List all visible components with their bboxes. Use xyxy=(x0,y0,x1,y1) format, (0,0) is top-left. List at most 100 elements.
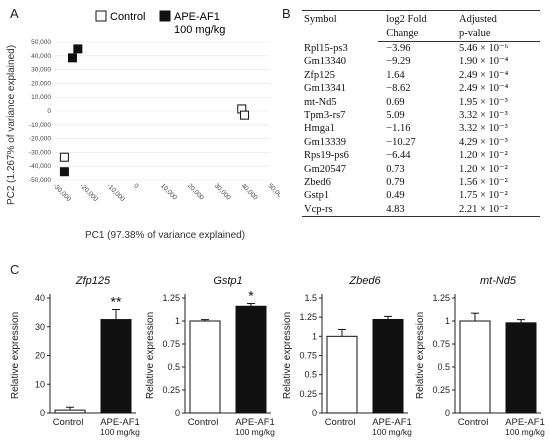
table-header-fold-1: log2 Fold xyxy=(378,10,458,27)
pca-scatter-plot: Control APE-AF1 100 mg/kg 50,000 40,000 30… xyxy=(6,10,280,241)
bar-chart-y-label: Relative expression xyxy=(145,312,156,399)
bar-chart-mt-nd5: mt-Nd5 Relative expression 0 0.25 0.5 0.75 1 1.… xyxy=(415,275,545,437)
table-cell-symbol: Rps19-ps6 xyxy=(304,150,349,162)
pca-point-ape xyxy=(73,44,83,54)
pca-legend: Control APE-AF1 100 mg/kg xyxy=(95,10,225,36)
pca-point-control xyxy=(239,110,249,120)
table-cell-fold: 0.73 xyxy=(386,163,405,175)
bar-chart-title: Zbed6 xyxy=(348,275,381,287)
pca-y-tick-label: -20,000 xyxy=(29,136,51,143)
bar-chart-y-tick-label: 1.25 xyxy=(299,312,317,322)
table-cell-fold: −1.16 xyxy=(386,123,411,135)
pca-point-control xyxy=(59,152,69,162)
bar-chart-y-tick-label: 0.5 xyxy=(437,362,450,372)
pca-x-tick-label: -30,000 xyxy=(52,182,73,203)
bar-category-label: Control xyxy=(188,417,219,428)
table-cell-symbol: Gm13339 xyxy=(304,136,346,148)
table-header-p-2: p-value xyxy=(457,27,540,42)
pca-x-tick-label: -20,000 xyxy=(78,182,99,203)
bar-control xyxy=(459,320,491,414)
table-cell-p-value: 3.32 × 10⁻³ xyxy=(459,110,508,122)
bar-chart-y-tick-label: 1 xyxy=(175,316,180,326)
bar-chart-y-tick-label: 30 xyxy=(35,322,45,332)
bar-category-label: Control xyxy=(458,417,489,428)
bar-category-label: 100 mg/kg xyxy=(505,427,545,437)
bar-control xyxy=(189,320,221,414)
table-cell-fold: 0.49 xyxy=(386,190,405,202)
bar-chart-y-tick-label: 10 xyxy=(35,379,45,389)
bar-chart-y-tick-label: 0 xyxy=(175,408,180,418)
table-row: Gm20547 0.73 1.20 × 10⁻² xyxy=(302,163,540,176)
table-cell-p-value: 4.29 × 10⁻³ xyxy=(459,136,508,148)
bar-chart-title: Gstp1 xyxy=(213,275,242,287)
pca-y-tick-label: -40,000 xyxy=(29,163,51,170)
table-cell-fold: −10.27 xyxy=(386,136,416,148)
table-cell-fold: 5.09 xyxy=(386,110,405,122)
bar-category-label: APE-AF1 xyxy=(505,417,545,428)
pca-point-ape xyxy=(67,53,77,63)
pca-x-axis-label: PC1 (97.38% of variance explained) xyxy=(85,230,245,241)
table-header-fold-2: Change xyxy=(378,27,458,42)
pca-x-tick-label: 50,000 xyxy=(267,182,280,201)
table-row: Zfp125 1.64 2.49 × 10⁻⁴ xyxy=(302,69,540,82)
bar-ape xyxy=(235,305,267,414)
bar-chart-y-tick-label: 1.5 xyxy=(304,293,317,303)
table-cell-fold: −9.29 xyxy=(386,56,411,68)
table-row: Rpl15-ps3 −3.96 5.46 × 10⁻⁶ xyxy=(302,42,540,56)
table-header-symbol: Symbol xyxy=(302,10,379,42)
bar-chart-title: Zfp125 xyxy=(75,275,111,287)
significance-marker: * xyxy=(248,288,254,304)
table-cell-p-value: 1.56 × 10⁻² xyxy=(459,177,508,189)
bar-category-label: Control xyxy=(53,417,84,428)
bar-chart-zbed6: Zbed6 Relative expression 0 0.25 0.5 0.75 1 1.2… xyxy=(282,275,412,437)
bar-chart-y-tick-label: 0.5 xyxy=(304,370,317,380)
table-cell-p-value: 2.21 × 10⁻² xyxy=(457,202,540,218)
table-row: Vcp-rs 4.83 2.21 × 10⁻² xyxy=(302,202,540,218)
pca-x-tick-label: 30,000 xyxy=(213,182,232,201)
legend-swatch-control xyxy=(95,10,107,22)
bar-chart-y-tick-label: 1.25 xyxy=(432,293,450,303)
table-row: Gstp1 0.49 1.75 × 10⁻² xyxy=(302,189,540,202)
pca-y-tick-label: 10,000 xyxy=(31,94,51,101)
bar-chart-y-tick-label: 20 xyxy=(35,351,45,361)
bar-category-label: APE-AF1 xyxy=(100,417,140,428)
bar-chart-y-tick-label: 0.5 xyxy=(167,362,180,372)
panel-c-letter: C xyxy=(10,262,20,277)
legend-label-control: Control xyxy=(110,11,145,23)
pca-x-tick-label: 10,000 xyxy=(159,182,178,201)
bar-category-label: 100 mg/kg xyxy=(100,427,140,437)
bar-ape xyxy=(505,322,537,414)
bar-category-label: APE-AF1 xyxy=(372,417,412,428)
table-cell-fold: 1.64 xyxy=(386,69,405,81)
gene-table: Symbol log2 Fold Adjusted Change p-value… xyxy=(302,10,540,218)
table-cell-p-value: 1.95 × 10⁻³ xyxy=(459,96,508,108)
pca-y-axis-label: PC2 (1.267% of variance explained) xyxy=(6,45,17,205)
pca-y-tick-label: 50,000 xyxy=(31,39,51,46)
bar-chart-y-tick-label: 0.75 xyxy=(299,351,317,361)
bar-chart-title: mt-Nd5 xyxy=(480,275,517,287)
bar-chart-y-tick-label: 0 xyxy=(312,408,317,418)
pca-y-tick-label: 20,000 xyxy=(31,80,51,87)
table-cell-p-value: 5.46 × 10⁻⁶ xyxy=(459,43,509,54)
pca-x-tick-label: -10,000 xyxy=(105,182,126,203)
table-row: Zbed6 0.79 1.56 × 10⁻² xyxy=(302,176,540,189)
table-cell-fold: 0.79 xyxy=(386,177,405,189)
bar-chart-y-tick-label: 0.25 xyxy=(162,385,180,395)
legend-swatch-ape xyxy=(159,10,171,22)
table-cell-p-value: 1.75 × 10⁻² xyxy=(459,190,508,202)
table-row: Gm13339 −10.27 4.29 × 10⁻³ xyxy=(302,136,540,149)
legend-label-ape-dose: 100 mg/kg xyxy=(174,24,225,36)
table-header-p-1: Adjusted xyxy=(457,10,540,27)
table-cell-p-value: 1.20 × 10⁻² xyxy=(459,163,508,175)
table-cell-p-value: 1.90 × 10⁻⁴ xyxy=(459,56,509,68)
table-cell-p-value: 2.49 × 10⁻⁴ xyxy=(459,83,509,95)
bar-chart-y-tick-label: 1 xyxy=(312,331,317,341)
bar-chart-y-tick-label: 0.75 xyxy=(162,339,180,349)
significance-marker: ** xyxy=(111,294,122,310)
table-cell-symbol: Vcp-rs xyxy=(302,202,379,218)
pca-y-tick-label: 40,000 xyxy=(31,53,51,60)
table-cell-p-value: 3.32 × 10⁻³ xyxy=(459,123,508,135)
legend-label-ape: APE-AF1 xyxy=(174,11,220,23)
bar-chart-y-tick-label: 40 xyxy=(35,293,45,303)
bar-chart-y-label: Relative expression xyxy=(415,312,426,399)
